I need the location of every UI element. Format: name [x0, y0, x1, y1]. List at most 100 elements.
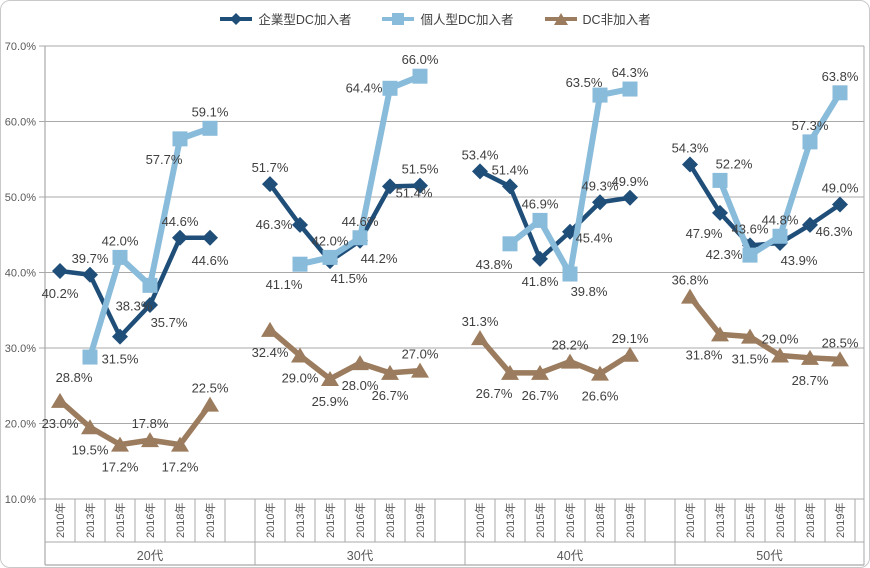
year-label: 2019年: [413, 503, 427, 538]
year-label: 2019年: [623, 503, 637, 538]
year-label: 2010年: [473, 503, 487, 538]
data-label: 38.3%: [116, 298, 153, 313]
data-label: 44.6%: [342, 214, 379, 229]
series-marker-non-dc: [321, 370, 339, 386]
series-marker-individual-dc: [622, 81, 638, 97]
series-marker-corporate-dc: [172, 229, 188, 246]
data-label: 44.8%: [762, 212, 799, 227]
year-label: 2015年: [743, 503, 757, 538]
legend-item-non-dc: DC非加入者: [544, 9, 651, 28]
data-label: 59.1%: [192, 104, 229, 119]
data-label: 43.9%: [781, 253, 818, 268]
year-label: 2018年: [173, 503, 187, 538]
series-marker-non-dc: [801, 349, 819, 365]
data-label: 42.0%: [102, 233, 139, 248]
series-marker-non-dc: [201, 396, 219, 412]
y-axis-label: 70.0%: [5, 41, 36, 53]
group-label: 20代: [137, 549, 164, 563]
year-label: 2010年: [683, 503, 697, 538]
data-label: 39.8%: [571, 284, 608, 299]
y-axis-label: 30.0%: [5, 343, 36, 355]
series-marker-non-dc: [171, 436, 189, 452]
series-marker-individual-dc: [382, 80, 398, 96]
data-label: 39.7%: [72, 251, 109, 266]
series-marker-non-dc: [831, 351, 849, 367]
data-label: 57.7%: [146, 152, 183, 167]
data-label: 57.3%: [792, 118, 829, 133]
series-marker-individual-dc: [592, 87, 608, 103]
data-label: 51.4%: [396, 185, 433, 200]
legend-marker-diamond-icon: [220, 12, 253, 25]
series-marker-non-dc: [561, 353, 579, 369]
year-label: 2013年: [83, 503, 97, 538]
y-axis-label: 20.0%: [5, 419, 36, 431]
data-label: 42.3%: [706, 247, 743, 262]
data-label: 29.0%: [762, 332, 799, 347]
data-label: 41.1%: [266, 277, 303, 292]
data-label: 49.3%: [582, 178, 619, 193]
series-marker-corporate-dc: [682, 156, 698, 173]
series-marker-corporate-dc: [592, 194, 608, 211]
data-label: 54.3%: [672, 141, 709, 156]
series-marker-corporate-dc: [712, 204, 728, 221]
data-label: 28.2%: [552, 338, 589, 353]
year-label: 2013年: [503, 503, 517, 538]
legend-marker-square-icon: [382, 12, 415, 25]
year-label: 2015年: [323, 503, 337, 538]
chart-legend: 企業型DC加入者 個人型DC加入者 DC非加入者: [1, 9, 869, 28]
data-label: 26.6%: [582, 389, 619, 404]
data-label: 17.2%: [102, 460, 139, 475]
series-marker-individual-dc: [502, 236, 518, 252]
series-marker-individual-dc: [322, 249, 338, 265]
series-marker-corporate-dc: [382, 178, 398, 195]
year-label: 2010年: [53, 503, 67, 538]
data-label: 31.3%: [462, 314, 499, 329]
series-marker-individual-dc: [292, 256, 308, 272]
data-label: 51.5%: [402, 162, 439, 177]
series-marker-individual-dc: [772, 228, 788, 244]
year-label: 2018年: [383, 503, 397, 538]
data-label: 51.7%: [252, 160, 289, 175]
series-marker-non-dc: [531, 364, 549, 380]
data-label: 66.0%: [402, 52, 439, 67]
series-marker-non-dc: [711, 326, 729, 342]
series-marker-corporate-dc: [622, 189, 638, 206]
series-marker-individual-dc: [112, 249, 128, 265]
series-marker-individual-dc: [142, 277, 158, 293]
year-label: 2015年: [533, 503, 547, 538]
data-label: 28.8%: [56, 370, 93, 385]
data-label: 19.5%: [72, 442, 109, 457]
data-label: 44.2%: [361, 251, 398, 266]
series-marker-non-dc: [381, 364, 399, 380]
data-label: 46.3%: [816, 224, 853, 239]
data-label: 28.0%: [342, 378, 379, 393]
group-label: 30代: [347, 549, 374, 563]
data-label: 63.5%: [566, 75, 603, 90]
group-label: 40代: [557, 549, 584, 563]
data-label: 64.3%: [612, 65, 649, 80]
data-label: 28.7%: [792, 373, 829, 388]
data-label: 32.4%: [252, 345, 289, 360]
data-label: 17.2%: [162, 460, 199, 475]
legend-label: 個人型DC加入者: [420, 13, 514, 27]
group-label: 50代: [756, 549, 783, 563]
series-marker-non-dc: [771, 347, 789, 363]
series-line-non-dc: [268, 327, 421, 382]
series-marker-individual-dc: [832, 85, 848, 101]
data-label: 46.3%: [256, 217, 293, 232]
series-marker-non-dc: [51, 392, 69, 408]
series-marker-corporate-dc: [472, 163, 488, 180]
data-label: 35.7%: [151, 315, 188, 330]
data-label: 49.9%: [612, 174, 649, 189]
data-label: 43.8%: [476, 257, 513, 272]
series-marker-corporate-dc: [292, 216, 308, 233]
data-label: 25.9%: [312, 394, 349, 409]
data-label: 52.2%: [716, 156, 753, 171]
data-label: 44.6%: [192, 253, 229, 268]
data-label: 31.8%: [686, 347, 723, 362]
data-label: 41.8%: [522, 274, 559, 289]
series-marker-non-dc: [351, 355, 369, 371]
series-marker-non-dc: [621, 346, 639, 362]
data-label: 43.6%: [732, 221, 769, 236]
